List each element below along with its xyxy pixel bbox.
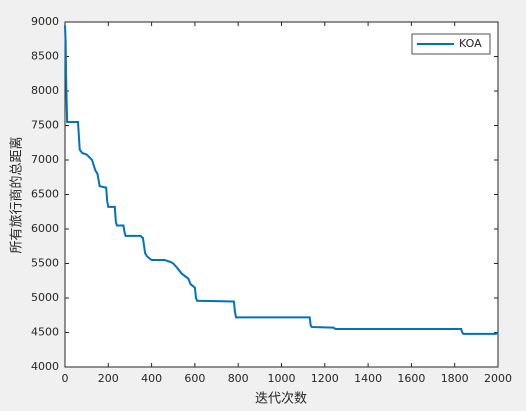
x-tick-label: 400 [141,372,162,385]
x-tick-label: 200 [98,372,119,385]
y-tick-label: 5000 [31,291,59,304]
x-tick-label: 1800 [441,372,469,385]
plot-area [65,22,498,367]
y-tick-label: 5500 [31,257,59,270]
x-tick-label: 800 [228,372,249,385]
x-tick-label: 2000 [484,372,512,385]
y-tick-label: 9000 [31,15,59,28]
legend-label: KOA [459,37,482,50]
x-tick-label: 600 [184,372,205,385]
y-tick-label: 6500 [31,188,59,201]
x-tick-label: 1000 [268,372,296,385]
y-tick-label: 4000 [31,360,59,373]
y-tick-label: 7000 [31,153,59,166]
y-tick-label: 6000 [31,222,59,235]
x-tick-label: 1400 [354,372,382,385]
x-tick-label: 0 [62,372,69,385]
y-tick-label: 8500 [31,50,59,63]
y-tick-label: 7500 [31,119,59,132]
y-axis-label: 所有旅行商的总距离 [9,136,25,253]
data-line [64,25,499,335]
y-tick-label: 8000 [31,84,59,97]
x-tick-label: 1200 [311,372,339,385]
x-axis-label: 迭代次数 [255,391,307,407]
x-tick-label: 1600 [397,372,425,385]
y-tick-label: 4500 [31,326,59,339]
axes-box [64,21,499,368]
